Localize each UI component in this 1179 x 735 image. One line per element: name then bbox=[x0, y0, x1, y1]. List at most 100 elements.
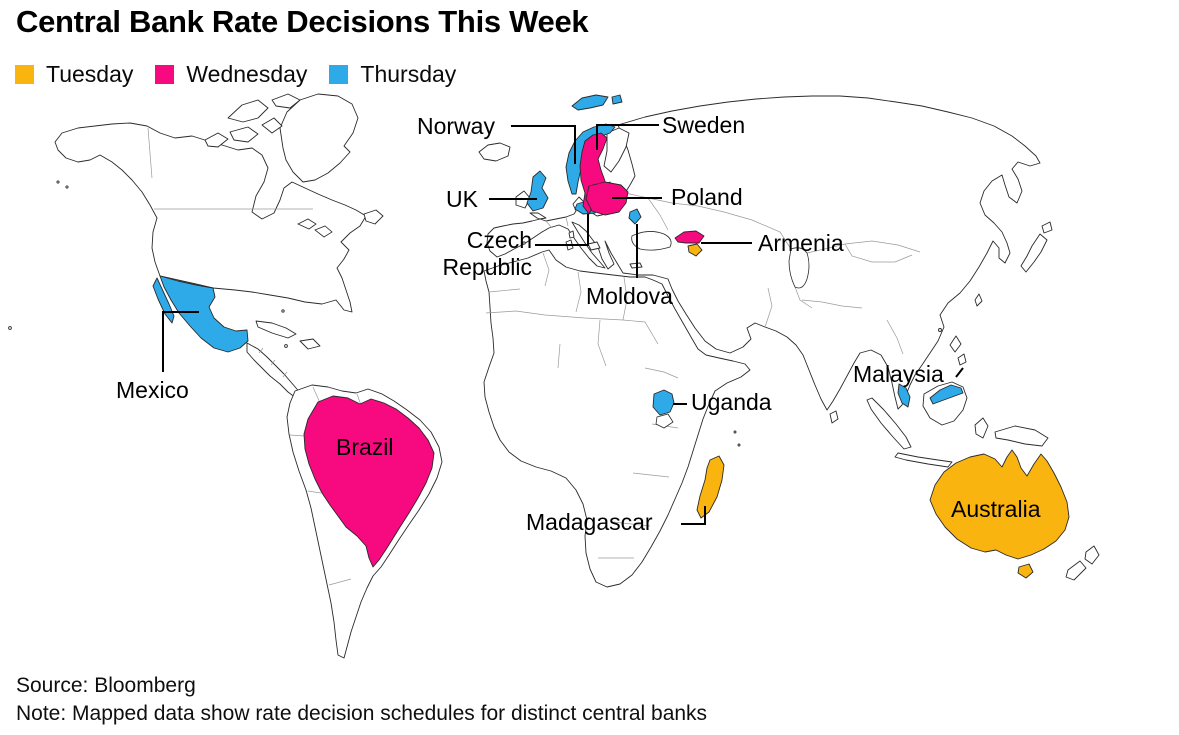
czech-republic-leader-line bbox=[535, 214, 589, 246]
hainan-island bbox=[938, 328, 942, 332]
arctic-island bbox=[271, 93, 301, 109]
madagascar-leader-line bbox=[681, 506, 706, 525]
legend-label-tuesday: Tuesday bbox=[46, 61, 134, 87]
svalbard-islands bbox=[611, 94, 623, 105]
aleutian-islet bbox=[65, 185, 69, 189]
highlighted-countries bbox=[152, 94, 1070, 579]
europe-borders bbox=[545, 197, 669, 231]
label-uk: UK bbox=[446, 186, 478, 212]
japan-honshu bbox=[1020, 233, 1048, 273]
label-sweden: Sweden bbox=[662, 112, 746, 138]
country-brazil bbox=[303, 395, 435, 568]
wednesday-swatch bbox=[155, 65, 175, 84]
africa-landmass bbox=[483, 249, 751, 588]
legend: Tuesday Wednesday Thursday bbox=[15, 61, 478, 88]
central-america-borders bbox=[258, 347, 288, 378]
label-czech-line2: Republic bbox=[442, 254, 533, 280]
japan-hokkaido bbox=[1041, 221, 1053, 234]
iceland-island bbox=[478, 142, 511, 162]
sweden-leader-line bbox=[596, 124, 659, 150]
label-mexico: Mexico bbox=[116, 377, 189, 403]
great-lake bbox=[314, 225, 333, 238]
leader-lines bbox=[162, 124, 964, 525]
sumatra-island bbox=[866, 397, 912, 450]
great-lake bbox=[297, 218, 317, 230]
hispaniola-island bbox=[299, 338, 321, 350]
indian-ocean-islet bbox=[733, 430, 737, 434]
malaysia-leader-line bbox=[955, 367, 964, 378]
country-georgia bbox=[674, 230, 705, 244]
sulawesi-island bbox=[974, 417, 989, 439]
label-norway: Norway bbox=[417, 113, 495, 139]
arctic-island bbox=[229, 126, 259, 143]
bahamas-island bbox=[281, 309, 285, 313]
source-note: Source: Bloomberg bbox=[16, 674, 196, 697]
methodology-note: Note: Mapped data show rate decision sch… bbox=[16, 702, 708, 725]
country-armenia bbox=[687, 243, 703, 257]
country-australia bbox=[929, 449, 1070, 560]
legend-label-thursday: Thursday bbox=[360, 61, 457, 87]
norway-leader-line bbox=[511, 125, 576, 164]
asia-borders bbox=[624, 192, 921, 355]
legend-item-wednesday: Wednesday bbox=[155, 61, 307, 88]
caspian-sea bbox=[788, 247, 810, 289]
legend-item-thursday: Thursday bbox=[329, 61, 456, 88]
central-america bbox=[246, 342, 302, 399]
corsica-island bbox=[568, 230, 575, 239]
country-poland bbox=[585, 181, 629, 216]
sicily-island bbox=[587, 241, 601, 251]
alaska-canada-border bbox=[147, 127, 153, 179]
jamaica-island bbox=[284, 344, 288, 348]
black-sea bbox=[631, 231, 672, 251]
tasmania-island bbox=[1017, 563, 1034, 579]
country-borders bbox=[147, 127, 921, 586]
tuesday-swatch bbox=[15, 65, 34, 84]
inland-waters bbox=[297, 218, 810, 429]
label-uganda: Uganda bbox=[691, 389, 772, 415]
svalbard-islands bbox=[571, 94, 609, 111]
legend-label-wednesday: Wednesday bbox=[186, 61, 308, 87]
country-moldova bbox=[628, 208, 642, 225]
country-madagascar bbox=[696, 455, 725, 519]
indian-ocean-islet bbox=[737, 443, 741, 447]
taiwan-island bbox=[974, 293, 983, 307]
finland bbox=[603, 127, 630, 173]
label-moldova: Moldova bbox=[586, 283, 673, 309]
new-guinea-island bbox=[994, 425, 1049, 447]
country-mexico bbox=[159, 275, 249, 353]
new-zealand-north-island bbox=[1084, 545, 1100, 565]
chart-title: Central Bank Rate Decisions This Week bbox=[16, 4, 589, 39]
legend-item-tuesday: Tuesday bbox=[15, 61, 133, 88]
label-poland: Poland bbox=[671, 184, 743, 210]
balearic-island bbox=[522, 241, 526, 245]
pacific-islet bbox=[8, 326, 12, 330]
country-uganda bbox=[652, 389, 675, 416]
new-zealand-south-island bbox=[1065, 560, 1087, 581]
label-australia: Australia bbox=[951, 496, 1041, 522]
arctic-island bbox=[227, 99, 269, 123]
arctic-island bbox=[261, 117, 283, 134]
aleutian-islet bbox=[56, 180, 60, 184]
arctic-island bbox=[204, 132, 229, 148]
thursday-swatch bbox=[329, 65, 349, 84]
eurasia-landmass bbox=[486, 95, 1041, 411]
java-island bbox=[894, 452, 953, 468]
lake-victoria bbox=[655, 413, 674, 429]
label-madagascar: Madagascar bbox=[526, 509, 653, 535]
sri-lanka-island bbox=[829, 410, 839, 424]
label-brazil: Brazil bbox=[336, 434, 394, 460]
label-czech-line1: Czech bbox=[466, 227, 532, 253]
country-malaysia-peninsula bbox=[897, 383, 911, 408]
label-malaysia: Malaysia bbox=[853, 361, 944, 387]
country-malaysia-borneo bbox=[929, 384, 964, 405]
label-czech-republic: Czech Republic bbox=[420, 227, 533, 281]
country-norway bbox=[565, 123, 616, 195]
philippines-island bbox=[957, 353, 967, 366]
philippines-island bbox=[949, 335, 962, 353]
country-uk bbox=[526, 170, 549, 212]
label-armenia: Armenia bbox=[758, 230, 844, 256]
mexico-leader-line bbox=[162, 311, 199, 372]
south-america-borders bbox=[289, 386, 362, 586]
